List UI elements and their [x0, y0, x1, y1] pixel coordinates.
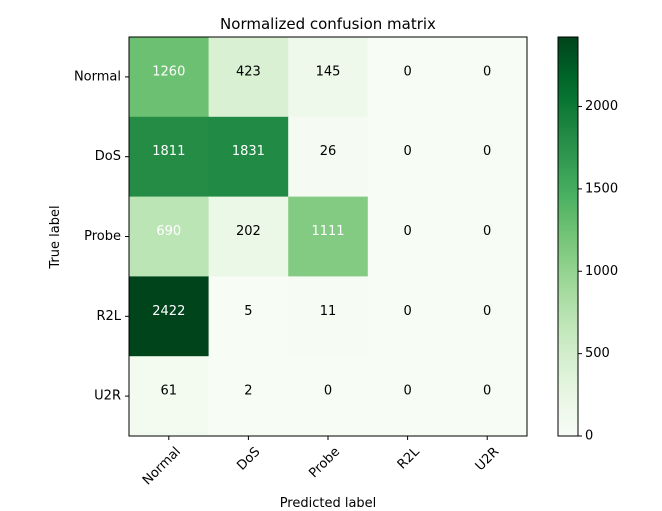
cell-value-label: 2 — [244, 384, 252, 399]
heatmap-cell — [288, 276, 369, 357]
heatmap-cell — [447, 196, 528, 277]
colorbar-tick-label: 1000 — [585, 264, 618, 279]
cell-value-label: 2422 — [152, 304, 185, 319]
heatmap-cell — [129, 276, 210, 357]
heatmap-cell — [208, 356, 289, 437]
x-axis-label: Predicted label — [280, 496, 377, 511]
x-tick-label: DoS — [234, 444, 263, 473]
heatmap-cell — [367, 116, 448, 198]
cell-value-label: 1260 — [152, 64, 185, 79]
cell-value-label: 5 — [244, 304, 252, 319]
cell-value-label: 0 — [483, 304, 491, 319]
heatmap-cell — [288, 356, 369, 437]
cell-value-label: 61 — [161, 384, 178, 399]
cell-value-label: 202 — [236, 224, 261, 239]
x-tick-label: U2R — [473, 444, 503, 474]
heatmap-cell — [288, 37, 369, 118]
cell-value-label: 1831 — [232, 144, 265, 159]
cell-value-label: 690 — [156, 224, 181, 239]
cell-value-label: 0 — [403, 304, 411, 319]
heatmap-cell — [288, 116, 369, 198]
y-tick-label: DoS — [95, 149, 121, 164]
heatmap-cell — [447, 276, 528, 357]
heatmap-cell — [447, 37, 528, 118]
cell-value-label: 1111 — [311, 224, 344, 239]
cell-value-label: 0 — [403, 144, 411, 159]
y-tick-label: R2L — [96, 309, 121, 324]
chart-title: Normalized confusion matrix — [220, 15, 436, 33]
cell-value-label: 0 — [403, 64, 411, 79]
heatmap-cell — [129, 116, 210, 198]
y-tick-label: Normal — [74, 69, 121, 84]
y-axis-label: True label — [48, 205, 63, 269]
heatmap-cell — [288, 196, 369, 277]
heatmap-cell — [129, 196, 210, 277]
heatmap-cell — [208, 276, 289, 357]
heatmap-cell — [129, 356, 210, 437]
cell-value-label: 0 — [483, 384, 491, 399]
y-tick-label: U2R — [94, 389, 121, 404]
x-tick-label: Normal — [140, 444, 184, 488]
x-tick-label: R2L — [395, 444, 423, 472]
heatmap-cell — [367, 276, 448, 357]
cell-value-labels: 1260 423 145 0 0 1811 1831 26 0 0 690 202 1111 0 0 2422… — [152, 64, 491, 398]
colorbar-tick-label: 500 — [585, 346, 610, 361]
cell-value-label: 0 — [403, 384, 411, 399]
cell-value-label: 0 — [483, 144, 491, 159]
heatmap-cell — [367, 196, 448, 277]
heatmap-cell — [367, 356, 448, 437]
cell-value-label: 0 — [483, 224, 491, 239]
heatmap-cell — [129, 37, 210, 118]
heatmap-cell — [447, 116, 528, 198]
cell-value-label: 0 — [483, 64, 491, 79]
y-axis-ticks: Normal DoS Probe R2L U2R — [74, 69, 129, 404]
colorbar-tick-label: 2000 — [585, 99, 618, 114]
cell-value-label: 11 — [320, 304, 337, 319]
heatmap-cell — [208, 37, 289, 118]
cell-value-label: 423 — [236, 64, 261, 79]
colorbar-tick-label: 1500 — [585, 181, 618, 196]
cell-value-label: 145 — [316, 64, 341, 79]
cell-value-label: 1811 — [152, 144, 185, 159]
heatmap-cells — [129, 37, 528, 437]
cell-value-label: 0 — [403, 224, 411, 239]
cell-value-label: 0 — [324, 384, 332, 399]
x-tick-label: Probe — [306, 444, 343, 481]
heatmap-cell — [208, 116, 289, 198]
colorbar — [557, 36, 579, 437]
heatmap-cell — [367, 37, 448, 118]
x-axis-ticks: Normal DoS Probe R2L U2R — [140, 436, 502, 488]
colorbar-tick-label: 0 — [585, 429, 593, 444]
cell-value-label: 26 — [320, 144, 337, 159]
colorbar-ticks: 0 500 1000 1500 2000 — [578, 99, 618, 444]
y-tick-label: Probe — [84, 229, 121, 244]
heatmap-cell — [208, 196, 289, 277]
heatmap-cell — [447, 356, 528, 437]
